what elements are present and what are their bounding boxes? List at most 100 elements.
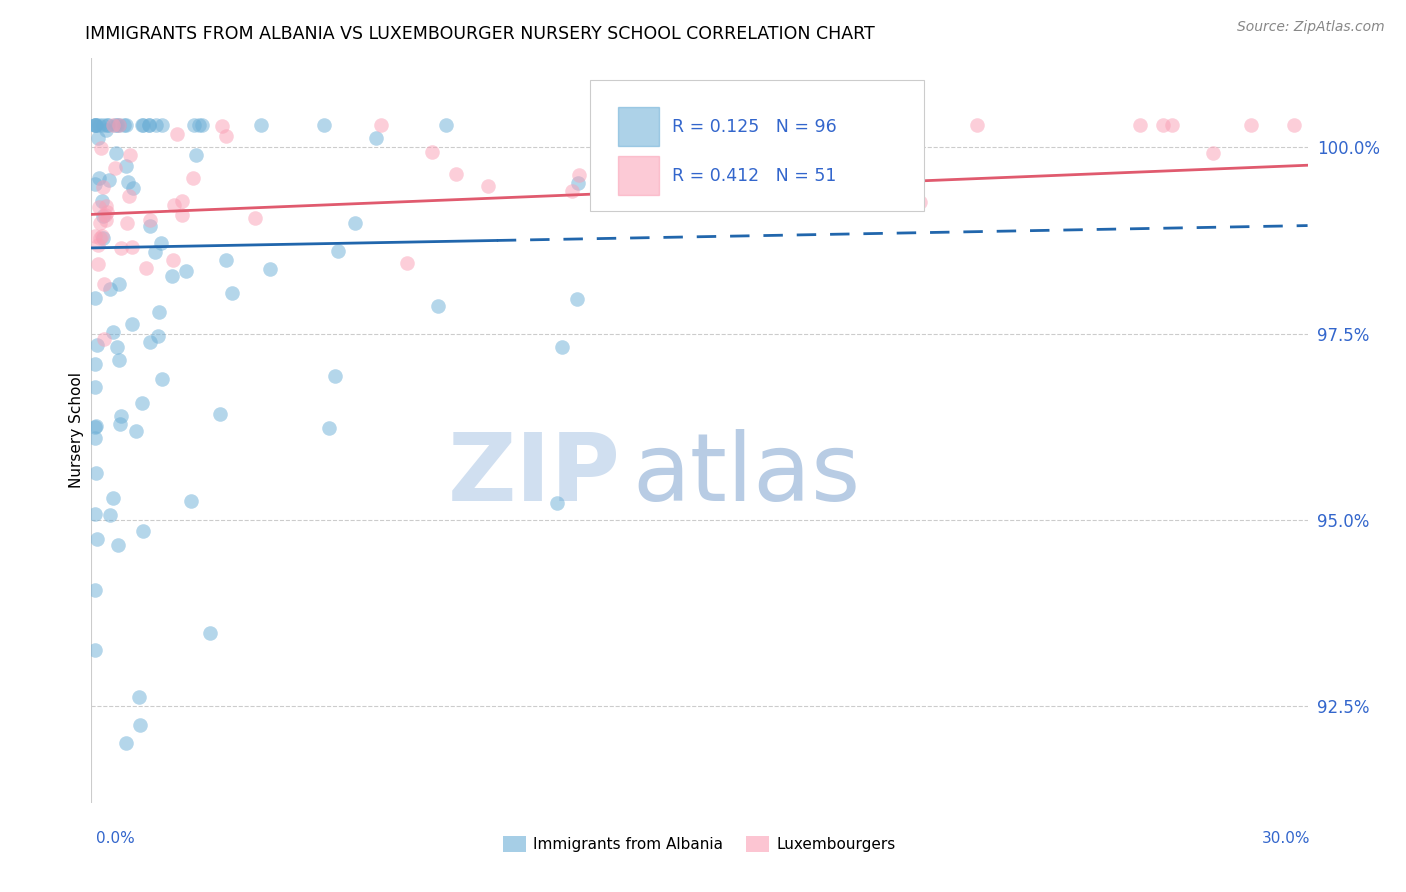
Point xyxy=(209,407,232,421)
Point xyxy=(115,118,138,132)
Point xyxy=(84,357,107,371)
Point xyxy=(96,118,118,132)
Point xyxy=(148,305,170,319)
Point xyxy=(91,118,114,132)
Point xyxy=(312,118,335,132)
Point xyxy=(108,417,131,431)
Point xyxy=(343,216,366,230)
Point xyxy=(84,118,107,132)
Point xyxy=(259,262,281,277)
Point xyxy=(107,118,129,132)
Point xyxy=(150,118,173,132)
Point xyxy=(86,338,108,352)
Point xyxy=(966,118,988,132)
Text: R = 0.125   N = 96: R = 0.125 N = 96 xyxy=(672,118,837,136)
Point xyxy=(128,690,150,705)
Point xyxy=(370,118,392,132)
Point xyxy=(91,209,114,223)
Point xyxy=(98,282,121,296)
Point xyxy=(87,200,110,214)
Point xyxy=(117,175,139,189)
FancyBboxPatch shape xyxy=(619,107,659,146)
Point xyxy=(118,148,141,162)
Point xyxy=(87,237,110,252)
Point xyxy=(434,118,457,132)
Point xyxy=(84,642,107,657)
Point xyxy=(183,118,205,132)
Legend: Immigrants from Albania, Luxembourgers: Immigrants from Albania, Luxembourgers xyxy=(496,830,903,858)
Point xyxy=(150,372,173,386)
Point xyxy=(121,317,143,331)
Point xyxy=(166,127,188,141)
Text: 30.0%: 30.0% xyxy=(1263,831,1310,846)
Point xyxy=(87,171,110,186)
Point xyxy=(105,340,128,354)
Point xyxy=(1240,118,1263,132)
Point xyxy=(96,204,118,219)
Point xyxy=(1202,146,1225,161)
Text: ZIP: ZIP xyxy=(447,429,620,521)
Point xyxy=(104,161,127,175)
Point xyxy=(98,173,121,187)
Point xyxy=(86,257,108,271)
Point xyxy=(568,169,591,183)
Point xyxy=(86,532,108,546)
Point xyxy=(93,332,115,346)
Point xyxy=(685,178,707,193)
Point xyxy=(132,524,155,538)
Point xyxy=(124,425,146,439)
Point xyxy=(84,466,107,480)
Point xyxy=(172,194,194,208)
Point xyxy=(1152,118,1174,132)
Point xyxy=(477,179,499,194)
Point xyxy=(117,189,139,203)
Point xyxy=(561,184,583,198)
Point xyxy=(87,118,110,132)
Point xyxy=(121,181,143,195)
Point xyxy=(245,211,267,225)
Point xyxy=(84,229,107,244)
Point xyxy=(103,325,125,339)
Point xyxy=(170,208,193,222)
Point xyxy=(211,120,233,134)
Point xyxy=(91,180,114,194)
Point xyxy=(87,130,110,145)
Point xyxy=(101,491,124,505)
Point xyxy=(135,261,157,276)
Text: 0.0%: 0.0% xyxy=(96,831,135,846)
Point xyxy=(138,118,160,132)
Point xyxy=(107,118,129,132)
Point xyxy=(586,159,609,173)
Point xyxy=(107,118,129,132)
Point xyxy=(84,420,107,434)
Point xyxy=(94,208,117,222)
Point xyxy=(90,228,112,243)
Point xyxy=(129,718,152,732)
Point xyxy=(90,141,112,155)
Point xyxy=(112,118,135,132)
Point xyxy=(132,118,155,132)
Point xyxy=(551,340,574,354)
Point xyxy=(114,736,136,750)
Point xyxy=(131,118,153,132)
Point xyxy=(84,177,107,191)
Point xyxy=(89,230,111,244)
Point xyxy=(91,231,114,245)
Point xyxy=(249,118,271,132)
Point xyxy=(94,122,117,136)
Point xyxy=(160,269,183,284)
Point xyxy=(395,256,418,270)
Point xyxy=(93,277,115,292)
Point xyxy=(84,583,107,598)
Point xyxy=(186,148,208,162)
Point xyxy=(444,167,467,181)
Point xyxy=(215,129,238,144)
FancyBboxPatch shape xyxy=(591,80,925,211)
Point xyxy=(567,177,589,191)
Y-axis label: Nursery School: Nursery School xyxy=(69,372,84,489)
Point xyxy=(641,118,664,132)
Point xyxy=(89,216,111,230)
Point xyxy=(139,212,162,227)
Text: R = 0.412   N = 51: R = 0.412 N = 51 xyxy=(672,167,837,185)
Point xyxy=(139,219,162,233)
